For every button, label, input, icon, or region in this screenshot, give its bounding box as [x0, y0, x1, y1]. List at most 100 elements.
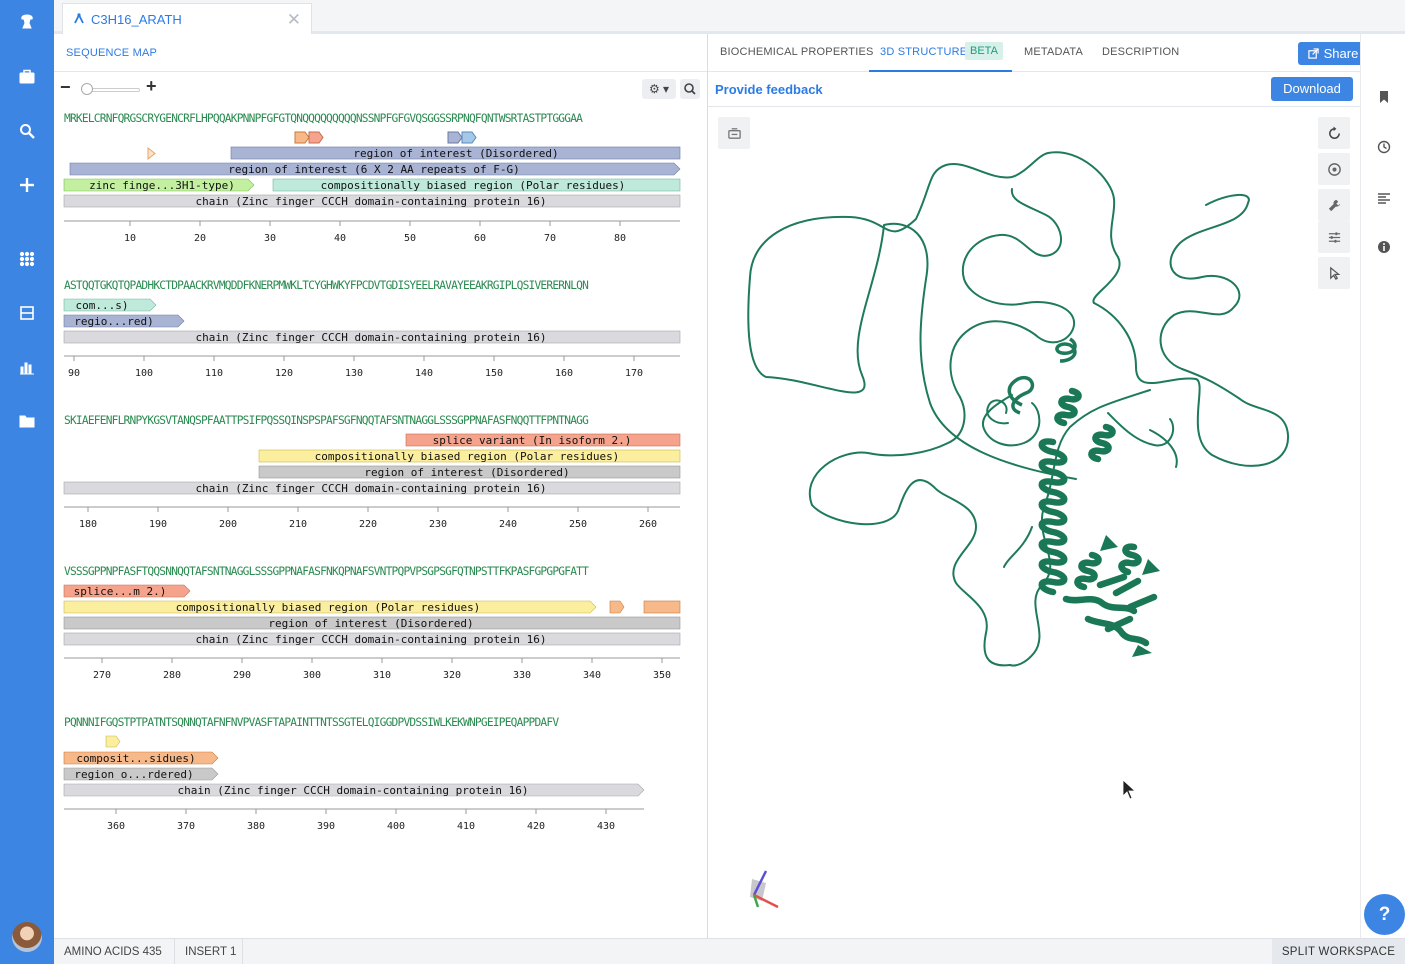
annotation-bar[interactable]	[405, 433, 681, 447]
feature-mark[interactable]	[308, 131, 324, 144]
feature-mark[interactable]	[105, 735, 121, 748]
sequence-map-tab[interactable]: SEQUENCE MAP	[54, 34, 707, 72]
tab-metadata[interactable]: METADATA	[1024, 46, 1084, 58]
beta-badge: BETA	[965, 42, 1003, 60]
zoom-in-button[interactable]: +	[146, 76, 157, 96]
annotation-label: composit...sidues)	[76, 752, 195, 765]
annotation-bar[interactable]	[258, 465, 681, 479]
info-icon[interactable]	[1377, 240, 1391, 254]
insert-value: 1	[229, 946, 237, 958]
annotation-bar[interactable]	[272, 178, 681, 192]
annotation-label: chain (Zinc finger CCCH domain-containin…	[196, 331, 547, 344]
annotation-bar[interactable]	[258, 449, 681, 463]
sequence-row-1: MRKELCRNFQRGSCRYGENCRFLHPQQAKPNNPFGFGTQN…	[63, 112, 681, 244]
annotation-label: zinc finge...3H1-type)	[89, 179, 235, 192]
sequence-map-panel: SEQUENCE MAP MRKELCRNFQRGSCRYGENCRFLHPQQ…	[54, 34, 708, 938]
annotation-bar[interactable]	[63, 194, 681, 208]
zoom-out-button[interactable]: −	[60, 77, 71, 97]
help-button[interactable]: ?	[1364, 894, 1405, 935]
adjust-button[interactable]	[1318, 221, 1350, 253]
ruler-tick-label: 250	[569, 519, 587, 530]
tab-biochemical-properties[interactable]: BIOCHEMICAL PROPERTIES	[720, 46, 874, 58]
annotation-label: compositionally biased region (Polar res…	[176, 601, 481, 614]
divider	[174, 939, 175, 964]
amino-acids-status: AMINO ACIDS 435	[64, 946, 162, 958]
annotation-bar[interactable]	[63, 330, 681, 344]
briefcase-icon[interactable]	[15, 65, 39, 89]
zoom-slider-handle[interactable]	[81, 83, 93, 95]
active-tab-indicator	[869, 70, 1012, 72]
screenshot-button[interactable]	[1318, 153, 1350, 185]
ruler-tick-label: 120	[275, 368, 293, 379]
settings-dropdown[interactable]: ⚙ ▾	[642, 79, 676, 99]
avatar[interactable]	[12, 922, 42, 952]
split-workspace-button[interactable]: SPLIT WORKSPACE	[1272, 939, 1405, 964]
annotation-bar[interactable]	[69, 162, 681, 176]
ruler-tick-label: 320	[443, 670, 461, 681]
annotation-bar[interactable]	[63, 314, 185, 328]
tab-description[interactable]: DESCRIPTION	[1102, 46, 1180, 58]
mouse-cursor	[1122, 779, 1137, 800]
sequence-text: SKIAEFENFLRNPYKGSVTANQSPFAATTPSIFPQSSQIN…	[64, 414, 589, 427]
annotation-bar[interactable]	[63, 632, 681, 646]
ruler-tick-label: 350	[653, 670, 671, 681]
ruler-tick-label: 130	[345, 368, 363, 379]
ruler-tick-label: 240	[499, 519, 517, 530]
annotation-bar[interactable]	[63, 298, 157, 312]
annotation-label: chain (Zinc finger CCCH domain-containin…	[196, 195, 547, 208]
ruler-tick-label: 200	[219, 519, 237, 530]
tools-button[interactable]	[1318, 189, 1350, 221]
feature-mark[interactable]	[609, 600, 625, 614]
search-icon[interactable]	[15, 119, 39, 143]
close-icon[interactable]: ✕	[286, 10, 301, 29]
ruler-tick-label: 30	[264, 233, 276, 244]
structure-viewer[interactable]	[708, 107, 1360, 938]
annotation-bar[interactable]	[643, 600, 681, 614]
download-button[interactable]: Download	[1271, 77, 1353, 101]
reset-view-button[interactable]	[1318, 117, 1350, 149]
annotation-bar[interactable]	[63, 616, 681, 630]
document-tab-title: C3H16_ARATH	[91, 11, 182, 27]
clock-icon[interactable]	[1377, 140, 1391, 154]
share-button[interactable]: Share	[1298, 42, 1368, 65]
annotation-bar[interactable]	[230, 146, 681, 160]
annotation-bar[interactable]	[63, 751, 219, 765]
search-icon	[684, 83, 696, 95]
feature-mark[interactable]	[447, 131, 463, 144]
provide-feedback-link[interactable]: Provide feedback	[715, 82, 823, 97]
cursor-icon	[1329, 266, 1340, 280]
table-icon[interactable]	[15, 301, 39, 325]
ruler-tick-label: 390	[317, 821, 335, 832]
right-panel-tabs: BIOCHEMICAL PROPERTIES 3D STRUCTURE BETA…	[708, 34, 1360, 72]
folder-icon[interactable]	[15, 409, 39, 433]
ruler-tick-label: 20	[194, 233, 206, 244]
layers-button[interactable]	[718, 117, 750, 149]
annotation-bar[interactable]	[63, 600, 597, 614]
document-tab[interactable]: C3H16_ARATH ✕	[62, 3, 312, 34]
ruler-tick-marks	[101, 658, 663, 663]
feature-mark[interactable]	[461, 131, 477, 144]
ruler-tick-label: 310	[373, 670, 391, 681]
apps-icon[interactable]	[15, 247, 39, 271]
sequence-text: ASTQQTGKQTQPADHKCTDPAACKRVMQDDFKNERPMWKL…	[64, 279, 588, 292]
ruler-tick-label: 260	[639, 519, 657, 530]
annotation-bar[interactable]	[63, 178, 255, 192]
tab-3d-structure[interactable]: 3D STRUCTURE	[880, 46, 968, 58]
sequence-search-button[interactable]	[680, 79, 700, 99]
annotation-label: com...s)	[76, 299, 129, 312]
annotation-bar[interactable]	[63, 481, 681, 495]
bookmark-icon[interactable]	[1377, 90, 1391, 104]
logo-icon[interactable]	[15, 10, 39, 34]
annotation-label: compositionally biased region (Polar res…	[321, 179, 626, 192]
feature-mark[interactable]	[294, 131, 310, 144]
select-mode-button[interactable]	[1318, 257, 1350, 289]
ruler-tick-label: 180	[79, 519, 97, 530]
feature-mark[interactable]	[147, 146, 156, 161]
plus-icon[interactable]	[15, 173, 39, 197]
align-icon[interactable]	[1377, 191, 1391, 205]
annotation-bar[interactable]	[63, 584, 191, 598]
chart-icon[interactable]	[15, 355, 39, 379]
annotation-bar[interactable]	[63, 767, 219, 781]
annotation-bar[interactable]	[63, 783, 645, 797]
annotation-label: splice variant (In isoform 2.)	[433, 434, 632, 447]
